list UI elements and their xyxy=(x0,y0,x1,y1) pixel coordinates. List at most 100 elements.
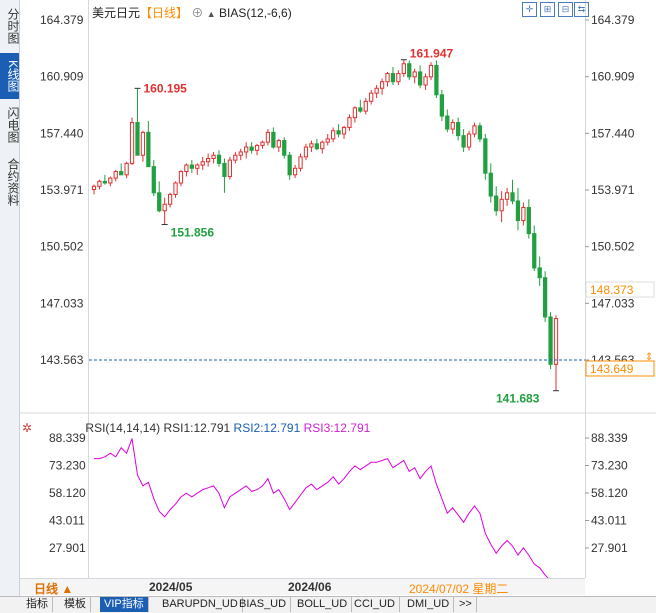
rsi-tick-left: 27.901 xyxy=(49,541,86,555)
candle-up xyxy=(309,143,314,148)
candle-up xyxy=(521,206,526,222)
rsi2-value: RSI2:12.791 xyxy=(233,421,301,435)
tab-bias[interactable]: BIAS_UD xyxy=(235,597,292,612)
side-tab-timeshare[interactable]: 分时图 xyxy=(6,8,20,44)
rsi-tick-right: 73.230 xyxy=(591,458,628,472)
scroll-arrow-icon: ⇕ xyxy=(645,352,653,363)
rsi-tick-left: 43.011 xyxy=(49,513,85,527)
candle-up xyxy=(450,122,455,130)
chart-legend: 美元日元【日线】 ⊕ ▲ BIAS(12,-6,6) xyxy=(92,4,292,21)
candle-up xyxy=(341,126,347,135)
high1-label: 160.195 xyxy=(143,81,187,95)
candle-down xyxy=(189,164,194,169)
candle-down xyxy=(483,138,488,174)
price-tick-left: 164.379 xyxy=(40,13,84,27)
tab-templates[interactable]: 模板 xyxy=(60,597,91,612)
restore-icon[interactable]: ⇆ xyxy=(574,2,589,17)
tab-more[interactable]: >> xyxy=(455,597,477,612)
rsi3-value: RSI3:12.791 xyxy=(303,421,371,435)
date-label-may: 2024/05 xyxy=(149,580,193,594)
candle-down xyxy=(445,115,450,130)
candle-down xyxy=(282,140,287,156)
candle-up xyxy=(244,146,249,153)
rsi-tick-left: 58.120 xyxy=(49,486,86,500)
rsi-title: RSI(14,14,14) xyxy=(85,421,161,435)
tab-dmi[interactable]: DMI_UD xyxy=(403,597,455,612)
candle-up xyxy=(396,73,401,83)
tab-vip-indicators[interactable]: VIP指标 xyxy=(100,597,149,612)
candle-down xyxy=(216,154,222,164)
candle-up xyxy=(108,177,113,184)
candle-down xyxy=(548,316,553,365)
candle-down xyxy=(314,143,319,150)
period-selector[interactable]: 日线 ▲ xyxy=(34,582,74,596)
side-tab-bar: 分时图 K线图 闪电图 合约资料 xyxy=(0,0,20,596)
indicator-label[interactable]: BIAS(12,-6,6) xyxy=(219,6,292,20)
candle-down xyxy=(417,71,423,86)
candle-down xyxy=(434,64,439,96)
tab-cci[interactable]: CCI_UD xyxy=(350,597,400,612)
price-tick-left: 160.909 xyxy=(40,70,84,84)
candle-up xyxy=(173,182,178,195)
candle-up xyxy=(238,151,243,156)
candle-up xyxy=(227,159,233,177)
candle-up xyxy=(195,164,200,169)
price-tick-right: 147.033 xyxy=(591,296,635,310)
price-tick-left: 150.502 xyxy=(40,240,84,254)
zoom-out-icon[interactable]: ⊟ xyxy=(558,2,573,17)
candle-up xyxy=(162,203,167,212)
candle-down xyxy=(249,146,254,151)
candle-down xyxy=(515,200,521,222)
tab-boll[interactable]: BOLL_UD xyxy=(293,597,353,612)
candle-up xyxy=(265,131,271,143)
price-tick-left: 153.971 xyxy=(40,183,84,197)
candle-down xyxy=(494,195,499,212)
candle-down xyxy=(157,192,162,212)
symbol-label: 美元日元 xyxy=(92,6,141,20)
candle-up xyxy=(369,92,374,102)
tab-barupdn[interactable]: BARUPDN_UD xyxy=(158,597,243,612)
crosshair-toggle-icon[interactable]: ✛ xyxy=(522,2,537,17)
rsi1-value: RSI1:12.791 xyxy=(163,421,231,435)
candle-down xyxy=(477,125,483,140)
candle-down xyxy=(287,154,292,176)
candle-up xyxy=(124,162,129,176)
candle-up xyxy=(211,154,216,159)
period-label[interactable]: 【日线】 xyxy=(140,6,189,20)
rsi-chart[interactable]: 88.339 88.339 73.230 73.230 58.120 58.120 43.0… xyxy=(0,410,656,580)
candle-up xyxy=(97,180,102,187)
zoom-in-icon[interactable]: ⊞ xyxy=(540,2,555,17)
side-tab-contract-info[interactable]: 合约资料 xyxy=(6,158,20,206)
candle-up xyxy=(374,87,379,94)
side-tab-lightning[interactable]: 闪电图 xyxy=(6,107,20,143)
rsi-settings-icon[interactable]: ✲ xyxy=(22,421,33,435)
last-price-value: 148.373 xyxy=(590,283,634,297)
candle-up xyxy=(553,318,559,365)
candle-up xyxy=(379,81,385,89)
candle-up xyxy=(499,198,504,212)
candle-down xyxy=(439,94,444,117)
rsi-tick-right: 88.339 xyxy=(591,431,628,445)
tab-indicators[interactable]: 指标 xyxy=(22,597,53,612)
candle-up xyxy=(363,100,368,112)
candle-down xyxy=(271,131,276,148)
rsi-tick-left: 88.339 xyxy=(49,431,86,445)
candle-up xyxy=(292,167,298,176)
candle-down xyxy=(102,180,108,184)
candle-up xyxy=(412,71,417,78)
rsi-line xyxy=(94,438,551,580)
price-tick-right: 164.379 xyxy=(591,13,635,27)
candle-up xyxy=(331,130,336,140)
candle-down xyxy=(461,135,466,148)
date-label-june: 2024/06 xyxy=(288,580,332,594)
price-tick-right: 157.440 xyxy=(591,126,635,140)
candle-down xyxy=(336,130,341,135)
add-indicator-icon[interactable]: ⊕ xyxy=(191,6,204,20)
candle-down xyxy=(222,162,227,177)
candle-up xyxy=(167,193,173,205)
price-chart[interactable]: 164.379 164.379 160.909 160.909 157.440 157.4… xyxy=(0,0,656,420)
candle-up xyxy=(401,63,406,75)
side-tab-kline[interactable]: K线图 xyxy=(0,53,20,99)
indicator-arrow-icon[interactable]: ▲ xyxy=(206,9,216,19)
candle-up xyxy=(140,131,146,156)
